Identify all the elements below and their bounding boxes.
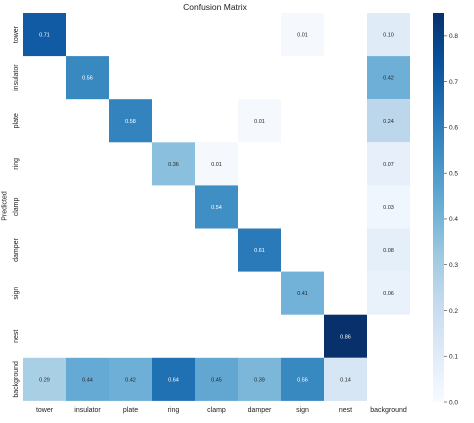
cell-value-label: 0.08 xyxy=(383,248,394,254)
cell-value-label: 0.56 xyxy=(297,377,308,383)
heatmap-cell-sign-sign xyxy=(281,271,324,315)
cell-value-label: 0.01 xyxy=(297,33,308,39)
y-tick-nest: nest xyxy=(13,330,20,343)
heatmap-cell-background-ring xyxy=(152,357,195,401)
heatmap-cell-nest-nest xyxy=(324,314,367,358)
x-tick-sign: sign xyxy=(296,407,309,414)
cell-value-label: 0.41 xyxy=(297,291,308,297)
heatmap-cell-plate-plate xyxy=(109,99,152,143)
heatmap-cell-background-sign xyxy=(281,357,324,401)
cell-value-label: 0.56 xyxy=(82,76,93,82)
cell-value-label: 0.29 xyxy=(39,377,50,383)
heatmap-cell-sign-background xyxy=(367,271,410,315)
cell-value-label: 0.01 xyxy=(211,162,222,168)
x-tick-clamp: clamp xyxy=(207,407,226,414)
cell-value-label: 0.39 xyxy=(254,377,265,383)
colorbar-tick-label: 0.8 xyxy=(449,33,458,40)
cell-value-label: 0.64 xyxy=(168,377,179,383)
cell-value-label: 0.71 xyxy=(39,33,50,39)
cell-value-label: 0.01 xyxy=(254,119,265,125)
y-tick-insulator: insulator xyxy=(13,64,20,91)
colorbar-tick-label: 0.1 xyxy=(449,354,458,361)
heatmap-cell-tower-tower xyxy=(23,13,66,57)
y-tick-background: background xyxy=(13,361,20,398)
x-tick-background: background xyxy=(370,407,407,414)
heatmap-cell-background-insulator xyxy=(66,357,109,401)
y-tick-plate: plate xyxy=(13,113,20,128)
cell-value-label: 0.06 xyxy=(383,291,394,297)
colorbar-tick-label: 0.3 xyxy=(449,262,458,269)
chart-title: Confusion Matrix xyxy=(183,2,248,12)
y-tick-labels: tower insulator plate ring clamp damper sign ne… xyxy=(13,25,20,397)
cell-value-label: 0.07 xyxy=(383,162,394,168)
y-tick-tower: tower xyxy=(13,25,20,43)
heatmap-cell-plate-damper xyxy=(238,99,281,143)
y-tick-clamp: clamp xyxy=(13,198,20,217)
colorbar xyxy=(433,13,444,402)
heatmap-cell-tower-sign xyxy=(281,13,324,57)
cell-value-label: 0.42 xyxy=(125,377,136,383)
x-tick-tower: tower xyxy=(36,407,54,414)
x-tick-damper: damper xyxy=(248,407,272,414)
cell-value-label: 0.14 xyxy=(340,377,351,383)
heatmap-cell-clamp-clamp xyxy=(195,185,238,229)
y-tick-damper: damper xyxy=(13,238,20,262)
cell-value-label: 0.54 xyxy=(211,205,222,211)
heatmap-cell-tower-background xyxy=(367,13,410,57)
y-axis-label: Predicted xyxy=(2,191,9,221)
cell-value-label: 0.10 xyxy=(383,33,394,39)
heatmap-cell-damper-damper xyxy=(238,228,281,272)
cell-value-label: 0.45 xyxy=(211,377,222,383)
y-tick-ring: ring xyxy=(13,158,20,170)
colorbar-tick-label: 0.7 xyxy=(449,79,458,86)
heatmap-cell-insulator-insulator xyxy=(66,56,109,100)
colorbar-tick-label: 0.6 xyxy=(449,125,458,132)
colorbar-tick-label: 0.5 xyxy=(449,170,458,177)
heatmap-cell-background-tower xyxy=(23,357,66,401)
cell-value-label: 0.24 xyxy=(383,119,394,125)
heatmap-cell-background-clamp xyxy=(195,357,238,401)
colorbar-tick-label: 0.2 xyxy=(449,308,458,315)
heatmap-cells: 0.71 0.01 0.10 0.56 0.42 0.58 0.01 0.24 0.36 0.01… xyxy=(23,13,410,401)
heatmap-cell-background-nest xyxy=(324,357,367,401)
cell-value-label: 0.58 xyxy=(125,119,136,125)
heatmap-cell-clamp-background xyxy=(367,185,410,229)
x-tick-nest: nest xyxy=(339,407,352,414)
y-tick-sign: sign xyxy=(13,287,20,300)
cell-value-label: 0.03 xyxy=(383,205,394,211)
x-tick-plate: plate xyxy=(123,407,138,414)
cell-value-label: 0.42 xyxy=(383,76,394,82)
colorbar-ticks: 0.0 0.1 0.2 0.3 0.4 0.5 0.6 0.7 0.8 xyxy=(444,33,458,406)
cell-value-label: 0.36 xyxy=(168,162,179,168)
cell-value-label: 0.86 xyxy=(340,334,351,340)
heatmap-cell-ring-background xyxy=(367,142,410,186)
heatmap-cell-background-plate xyxy=(109,357,152,401)
heatmap-cell-background-damper xyxy=(238,357,281,401)
heatmap-cell-plate-background xyxy=(367,99,410,143)
heatmap-cell-ring-ring xyxy=(152,142,195,186)
colorbar-tick-label: 0.4 xyxy=(449,216,458,223)
x-tick-labels: tower insulator plate ring clamp damper sign ne… xyxy=(36,407,407,414)
cell-value-label: 0.61 xyxy=(254,248,265,254)
heatmap-cell-insulator-background xyxy=(367,56,410,100)
colorbar-tick-label: 0.0 xyxy=(449,399,458,406)
x-tick-ring: ring xyxy=(168,407,180,414)
heatmap-cell-damper-background xyxy=(367,228,410,272)
cell-value-label: 0.44 xyxy=(82,377,93,383)
heatmap-cell-ring-clamp xyxy=(195,142,238,186)
x-tick-insulator: insulator xyxy=(74,407,101,414)
